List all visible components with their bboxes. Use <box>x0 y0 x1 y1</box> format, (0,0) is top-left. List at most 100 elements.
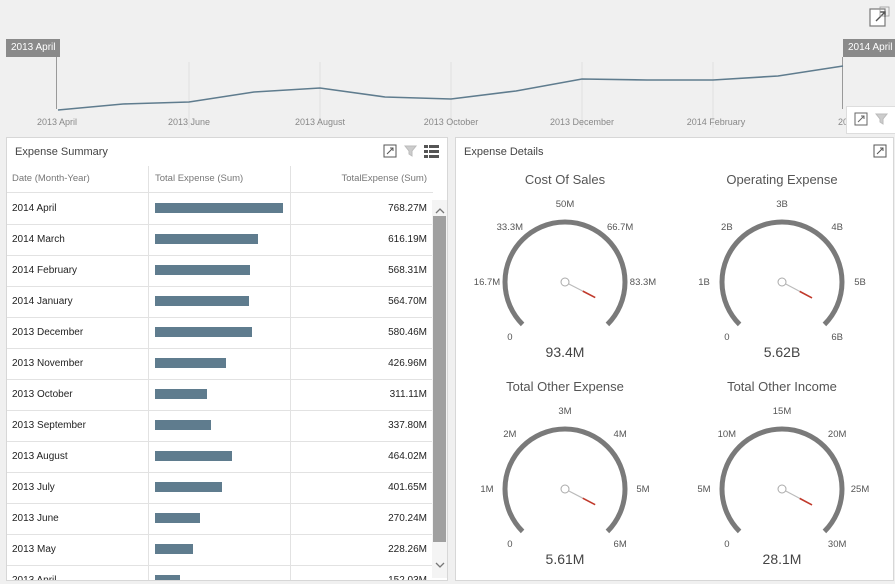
gauge-total-other-income[interactable]: 0 5M 10M 15M 20M 25M 30M Total Other Income 28… <box>672 373 892 573</box>
expense-bar <box>155 203 283 213</box>
gauge-tick-label: 4M <box>614 429 627 440</box>
column-header-date[interactable]: Date (Month-Year) <box>12 173 90 184</box>
table-row[interactable]: 2013 September 337.80M <box>7 410 433 442</box>
cell-value: 337.80M <box>388 420 427 431</box>
export-icon[interactable] <box>868 6 890 33</box>
grid-header: Date (Month-Year) Total Expense (Sum) To… <box>7 166 433 193</box>
gauge-tick-label: 30M <box>828 539 847 550</box>
cell-date: 2014 March <box>12 234 65 245</box>
range-axis-label: 2014 February <box>686 117 746 127</box>
table-row[interactable]: 2014 January 564.70M <box>7 286 433 318</box>
gauge-tick-label: 2M <box>503 429 516 440</box>
table-row[interactable]: 2013 April 152.03M <box>7 565 433 581</box>
expense-details-panel: Expense Details 0 16.7M 33.3M 50M 66.7M 83.3M… <box>455 137 894 581</box>
scrollbar[interactable] <box>432 200 447 578</box>
cell-value: 568.31M <box>388 265 427 276</box>
gauge-tick-label: 15M <box>773 406 792 417</box>
gauge-value: 5.61M <box>545 551 585 567</box>
scroll-up-icon[interactable] <box>435 202 445 220</box>
range-start-handle[interactable] <box>56 57 57 109</box>
cell-value: 311.11M <box>389 389 427 400</box>
cell-date: 2013 May <box>12 544 56 555</box>
cell-value: 152.03M <box>388 575 427 581</box>
range-series-line <box>57 65 844 111</box>
range-navigator[interactable]: 2013 April 2014 April 2013 April 2013 Ju… <box>0 0 895 134</box>
range-end-handle[interactable] <box>842 57 843 109</box>
clear-filter-icon[interactable] <box>403 144 418 163</box>
gauge-tick-label: 0 <box>724 539 729 550</box>
gauge-tick-label: 10M <box>718 429 737 440</box>
expense-bar <box>155 544 193 554</box>
clear-filter-icon[interactable] <box>874 112 889 131</box>
layout-toggle-icon[interactable] <box>424 144 439 163</box>
cell-value: 616.19M <box>388 234 427 245</box>
column-header-bar[interactable]: Total Expense (Sum) <box>155 173 244 184</box>
gauge-needle <box>799 290 813 299</box>
gauge-hub <box>777 484 787 494</box>
export-icon[interactable] <box>854 112 868 131</box>
gauge-title: Total Other Income <box>727 379 837 394</box>
gauge-cost-of-sales[interactable]: 0 16.7M 33.3M 50M 66.7M 83.3M Cost Of Sales 9… <box>456 166 675 366</box>
expense-bar <box>155 420 211 430</box>
cell-date: 2013 December <box>12 327 84 338</box>
gauge-tick-label: 5M <box>636 484 649 495</box>
expense-summary-panel: Expense Summary Date (Month-Year) Total … <box>6 137 448 581</box>
expense-bar <box>155 265 250 275</box>
gauge-hub <box>777 277 787 287</box>
expense-bar <box>155 296 249 306</box>
column-divider <box>148 166 149 580</box>
cell-date: 2013 November <box>12 358 84 369</box>
column-divider <box>290 166 291 580</box>
table-row[interactable]: 2014 February 568.31M <box>7 255 433 287</box>
gauge-tick-label: 50M <box>556 199 575 210</box>
gauge-arc <box>502 219 628 327</box>
table-row[interactable]: 2013 August 464.02M <box>7 441 433 473</box>
table-row[interactable]: 2013 June 270.24M <box>7 503 433 535</box>
table-row[interactable]: 2013 October 311.11M <box>7 379 433 411</box>
gauge-tick-label: 4B <box>831 222 843 233</box>
panel-title: Expense Summary <box>15 146 108 158</box>
range-end-tag[interactable]: 2014 April <box>843 39 895 57</box>
cell-date: 2013 April <box>12 575 57 581</box>
expense-bar <box>155 575 180 580</box>
gauge-needle <box>582 497 596 506</box>
export-icon[interactable] <box>873 144 887 163</box>
gauge-needle <box>799 497 813 506</box>
gauge-operating-expense[interactable]: 0 1B 2B 3B 4B 5B 6B Operating Expense 5.62B <box>672 166 892 366</box>
scrollbar-thumb[interactable] <box>433 216 446 542</box>
scroll-down-icon[interactable] <box>435 556 445 574</box>
cell-value: 580.46M <box>388 327 427 338</box>
table-row[interactable]: 2013 July 401.65M <box>7 472 433 504</box>
table-row[interactable]: 2014 April 768.27M <box>7 193 433 225</box>
gauge-total-other-expense[interactable]: 0 1M 2M 3M 4M 5M 6M Total Other Expense 5.61M <box>456 373 675 573</box>
export-icon[interactable] <box>383 144 397 163</box>
cell-date: 2013 June <box>12 513 59 524</box>
cell-value: 564.70M <box>388 296 427 307</box>
range-axis-label: 2013 December <box>549 117 615 127</box>
gauge-tick-label: 25M <box>851 484 870 495</box>
panel-title: Expense Details <box>464 146 544 158</box>
gauge-tick-label: 3M <box>558 406 571 417</box>
range-toolbar <box>846 106 895 134</box>
table-row[interactable]: 2013 November 426.96M <box>7 348 433 380</box>
cell-value: 464.02M <box>388 451 427 462</box>
gauge-tick-label: 1M <box>480 484 493 495</box>
range-start-tag[interactable]: 2013 April <box>6 39 61 57</box>
table-row[interactable]: 2014 March 616.19M <box>7 224 433 256</box>
gauge-tick-label: 83.3M <box>630 277 656 288</box>
gauge-hub <box>560 484 570 494</box>
column-header-value[interactable]: TotalExpense (Sum) <box>341 173 427 184</box>
gauge-tick-label: 2B <box>721 222 733 233</box>
table-row[interactable]: 2013 December 580.46M <box>7 317 433 349</box>
range-axis-label: 2013 October <box>423 117 479 127</box>
gauge-title: Total Other Expense <box>506 379 624 394</box>
cell-value: 270.24M <box>388 513 427 524</box>
table-row[interactable]: 2013 May 228.26M <box>7 534 433 566</box>
gauge-needle <box>582 290 596 299</box>
gauge-tick-label: 33.3M <box>497 222 523 233</box>
gauge-tick-label: 5M <box>697 484 710 495</box>
gauge-value: 93.4M <box>545 344 585 360</box>
cell-value: 401.65M <box>388 482 427 493</box>
cell-value: 426.96M <box>388 358 427 369</box>
gauge-tick-label: 0 <box>724 332 729 343</box>
